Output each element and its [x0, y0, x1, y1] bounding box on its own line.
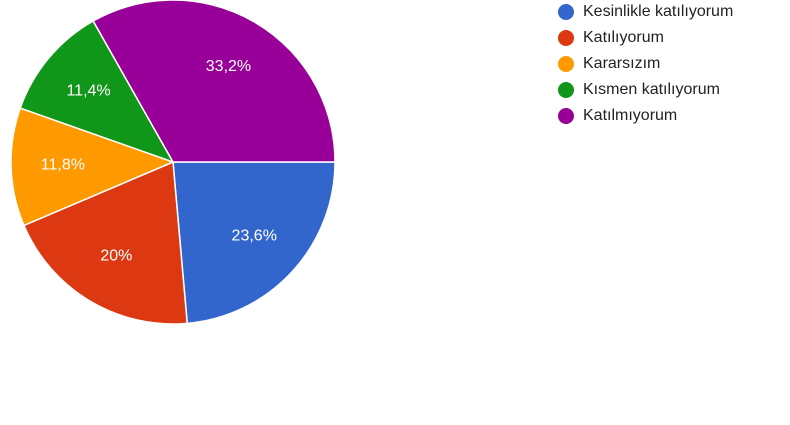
legend-marker — [558, 108, 574, 124]
legend-label: Kararsızım — [583, 55, 660, 72]
slice-label: 23,6% — [232, 228, 277, 245]
legend-marker — [558, 56, 574, 72]
legend-label: Kesinlikle katılıyorum — [583, 3, 733, 20]
legend-marker — [558, 82, 574, 98]
legend-label: Kısmen katılıyorum — [583, 81, 720, 98]
slice-label: 11,4% — [66, 82, 110, 99]
slice-label: 33,2% — [206, 58, 251, 75]
legend-label: Katılmıyorum — [583, 107, 677, 124]
slice-label: 11,8% — [41, 157, 85, 174]
chart: 23,6% 20% 11,8% 11,4% 33,2% Kesinlikle katılı… — [0, 0, 790, 425]
slice-label: 20% — [100, 248, 132, 265]
legend-label: Katılıyorum — [583, 29, 664, 46]
page: 23,6% 20% 11,8% 11,4% 33,2% Kesinlikle katılı… — [0, 0, 790, 425]
legend-marker — [558, 30, 574, 46]
legend-marker — [558, 4, 574, 20]
